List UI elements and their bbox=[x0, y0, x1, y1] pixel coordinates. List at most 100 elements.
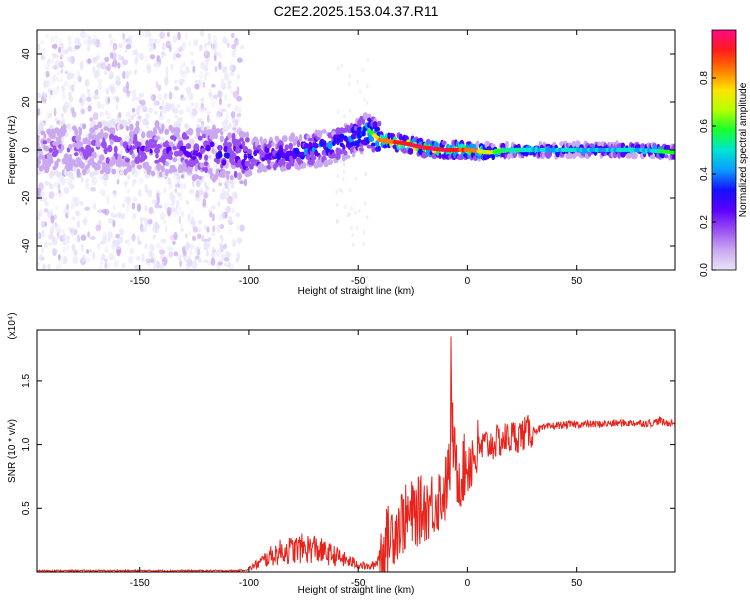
heatmap-noise-cell bbox=[115, 96, 119, 104]
heatmap-noise-cell bbox=[222, 66, 227, 72]
heatmap-noise-cell bbox=[97, 78, 103, 84]
heatmap-noise-cell bbox=[80, 243, 84, 252]
heatmap-cell bbox=[89, 127, 95, 134]
heatmap-cell bbox=[145, 120, 150, 126]
heatmap-noise-cell bbox=[159, 115, 165, 121]
heatmap-noise-cell bbox=[79, 97, 82, 104]
heatmap-noise-cell bbox=[86, 177, 89, 185]
heatmap-cell bbox=[184, 123, 189, 129]
heatmap-cell bbox=[230, 152, 237, 160]
heatmap-cell bbox=[626, 152, 632, 159]
heatmap-cell bbox=[168, 155, 173, 161]
heatmap-cell bbox=[77, 141, 84, 149]
heatmap-noise-cell bbox=[57, 254, 61, 260]
heatmap-noise-cell bbox=[236, 237, 243, 244]
heatmap-noise-cell bbox=[85, 79, 90, 88]
heatmap-noise-cell bbox=[211, 83, 216, 88]
heatmap-noise-cell bbox=[57, 85, 60, 91]
heatmap-noise-cell bbox=[146, 30, 152, 38]
heatmap-cell bbox=[218, 145, 222, 151]
heatmap-noise-cell bbox=[39, 191, 45, 198]
heatmap-noise-cell bbox=[110, 87, 114, 95]
heatmap-noise-cell bbox=[120, 213, 126, 220]
heatmap-noise-cell bbox=[66, 244, 69, 250]
heatmap-noise-cell bbox=[126, 189, 131, 194]
heatmap-noise-cell bbox=[100, 175, 106, 180]
heatmap-cell bbox=[233, 170, 238, 179]
heatmap-noise-cell bbox=[216, 224, 221, 233]
heatmap-noise-cell bbox=[48, 94, 52, 101]
heatmap-noise-cell bbox=[47, 58, 51, 64]
heatmap-noise-cell bbox=[124, 180, 127, 189]
heatmap-cell bbox=[55, 171, 62, 178]
heatmap-noise-cell bbox=[135, 255, 141, 261]
heatmap-cell bbox=[37, 158, 41, 166]
heatmap-noise-cell bbox=[111, 241, 117, 249]
heatmap-noise-cell bbox=[104, 56, 110, 63]
heatmap-cell bbox=[290, 132, 295, 140]
heatmap-noise-cell bbox=[169, 234, 175, 241]
heatmap-noise-cell bbox=[213, 94, 219, 99]
heatmap-noise-cell bbox=[44, 33, 50, 38]
heatmap-noise-cell bbox=[44, 79, 51, 88]
heatmap-noise-cell bbox=[132, 113, 137, 118]
heatmap-cell bbox=[41, 122, 45, 128]
heatmap-noise-cell bbox=[140, 137, 146, 144]
heatmap-noise-cell bbox=[176, 192, 182, 198]
heatmap-noise-cell bbox=[153, 62, 160, 68]
heatmap-cell bbox=[229, 179, 234, 185]
heatmap-noise-cell bbox=[50, 89, 53, 96]
heatmap-noise-cell bbox=[72, 256, 79, 265]
heatmap-noise-cell bbox=[231, 208, 235, 214]
heatmap-cell bbox=[369, 135, 373, 141]
heatmap-noise-cell bbox=[177, 216, 181, 222]
heatmap-cell bbox=[375, 140, 380, 147]
heatmap-cell bbox=[291, 162, 295, 167]
heatmap-noise-cell bbox=[62, 106, 65, 111]
heatmap-cell bbox=[371, 145, 376, 153]
heatmap-noise-cell bbox=[63, 101, 70, 109]
spectrogram-x-tick-label: 0 bbox=[465, 276, 471, 287]
heatmap-noise-cell bbox=[98, 261, 103, 270]
heatmap-noise-cell bbox=[212, 225, 216, 233]
heatmap-noise-cell bbox=[56, 120, 60, 125]
heatmap-noise-cell bbox=[175, 53, 182, 58]
heatmap-noise-cell bbox=[346, 213, 350, 218]
heatmap-noise-cell bbox=[180, 44, 186, 50]
heatmap-noise-cell bbox=[118, 228, 125, 236]
heatmap-noise-cell bbox=[200, 30, 205, 37]
heatmap-cell bbox=[207, 167, 213, 175]
heatmap-cell bbox=[291, 151, 298, 159]
heatmap-noise-cell bbox=[123, 181, 129, 186]
heatmap-noise-cell bbox=[100, 240, 105, 245]
heatmap-noise-cell bbox=[198, 257, 202, 263]
heatmap-cell bbox=[117, 119, 122, 125]
heatmap-cell bbox=[62, 127, 67, 133]
heatmap-noise-cell bbox=[179, 69, 185, 75]
heatmap-noise-cell bbox=[191, 102, 194, 107]
heatmap-noise-cell bbox=[136, 52, 140, 59]
heatmap-noise-cell bbox=[92, 251, 96, 261]
heatmap-cell bbox=[321, 129, 327, 134]
heatmap-noise-cell bbox=[208, 155, 212, 159]
heatmap-noise-cell bbox=[211, 101, 215, 108]
heatmap-noise-cell bbox=[365, 215, 369, 220]
heatmap-noise-cell bbox=[166, 41, 173, 47]
heatmap-noise-cell bbox=[37, 108, 41, 116]
heatmap-noise-cell bbox=[148, 250, 153, 258]
heatmap-noise-cell bbox=[39, 48, 45, 57]
heatmap-noise-cell bbox=[159, 264, 163, 269]
heatmap-cell bbox=[135, 120, 140, 128]
heatmap-noise-cell bbox=[80, 177, 84, 183]
heatmap-noise-cell bbox=[129, 69, 132, 76]
heatmap-noise-cell bbox=[59, 38, 62, 47]
heatmap-noise-cell bbox=[142, 30, 148, 38]
heatmap-noise-cell bbox=[178, 109, 184, 115]
heatmap-noise-cell bbox=[155, 80, 159, 89]
heatmap-noise-cell bbox=[343, 114, 346, 119]
heatmap-noise-cell bbox=[188, 255, 192, 263]
heatmap-noise-cell bbox=[344, 204, 347, 210]
heatmap-noise-cell bbox=[339, 158, 343, 164]
heatmap-cell bbox=[75, 134, 82, 143]
heatmap-noise-cell bbox=[92, 112, 99, 121]
